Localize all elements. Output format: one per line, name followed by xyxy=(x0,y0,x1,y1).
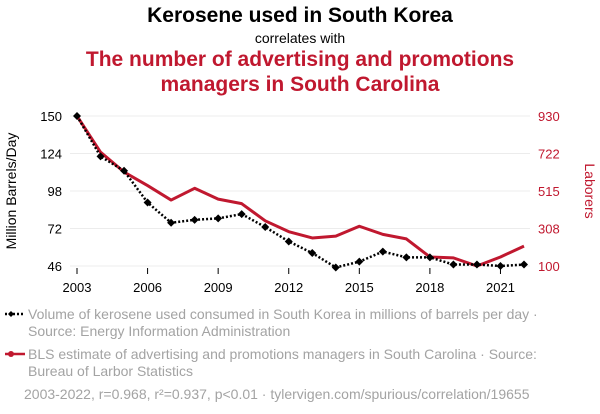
data-point-kerosene xyxy=(214,214,223,223)
y-tick-label-left: 46 xyxy=(48,259,62,274)
y-tick-label-right: 515 xyxy=(538,184,560,199)
chart-title: Kerosene used in South Korea xyxy=(147,4,453,27)
x-tick-label: 2015 xyxy=(345,280,374,295)
y-tick-label-left: 150 xyxy=(40,109,62,124)
data-point-kerosene xyxy=(520,260,528,269)
y-tick-label-right: 100 xyxy=(538,259,560,274)
data-point-kerosene xyxy=(261,223,270,232)
y-tick-label-left: 72 xyxy=(48,222,62,237)
y-axis-label-right: Laborers xyxy=(582,163,598,218)
data-point-kerosene xyxy=(96,152,105,161)
x-tick-label: 2021 xyxy=(486,280,515,295)
legend-swatch-kerosene xyxy=(5,311,25,317)
data-point-kerosene xyxy=(120,166,129,175)
legend-label-kerosene: Volume of kerosene used consumed in Sout… xyxy=(28,306,538,339)
legend-swatch-managers xyxy=(5,351,25,357)
series-line-kerosene xyxy=(75,115,525,269)
chart-area: 150 124 98 72 46 930 722 515 308 100 2003 2006 2009 2… xyxy=(3,109,598,295)
x-tick-label: 2012 xyxy=(274,280,303,295)
x-tick-label: 2009 xyxy=(204,280,233,295)
x-tick-label: 2006 xyxy=(133,280,162,295)
y-axis-label-left: Million Barrels/Day xyxy=(3,133,19,250)
y-tick-label-right: 308 xyxy=(538,221,560,236)
data-point-kerosene xyxy=(472,260,481,269)
data-point-kerosene xyxy=(143,198,152,207)
data-point-kerosene xyxy=(355,257,364,266)
x-tick-label: 2018 xyxy=(415,280,444,295)
data-point-kerosene xyxy=(284,237,293,246)
y-tick-label-right: 930 xyxy=(538,109,560,124)
legend-label-managers: BLS estimate of advertising and promotio… xyxy=(28,346,537,379)
data-point-kerosene xyxy=(308,249,317,258)
data-point-kerosene xyxy=(378,247,387,256)
data-point-kerosene xyxy=(331,263,340,272)
data-point-kerosene xyxy=(237,210,246,219)
data-point-kerosene xyxy=(449,260,458,269)
x-tick-label: 2003 xyxy=(63,280,92,295)
chart-subtitle: correlates with xyxy=(254,30,346,46)
data-point-kerosene xyxy=(167,218,176,227)
data-point-kerosene xyxy=(425,253,434,262)
chart-title-secondary: The number of advertising and promotions… xyxy=(85,48,515,96)
data-point-kerosene xyxy=(496,262,505,270)
y-tick-label-left: 124 xyxy=(40,147,62,162)
series-line-managers xyxy=(75,115,525,268)
y-tick-label-left: 98 xyxy=(48,184,62,199)
footer-stats: 2003-2022, r=0.968, r²=0.937, p<0.01 · t… xyxy=(24,386,530,402)
y-tick-label-right: 722 xyxy=(538,147,560,162)
data-point-kerosene xyxy=(73,112,81,120)
data-point-kerosene xyxy=(190,215,199,224)
data-point-kerosene xyxy=(402,253,411,262)
